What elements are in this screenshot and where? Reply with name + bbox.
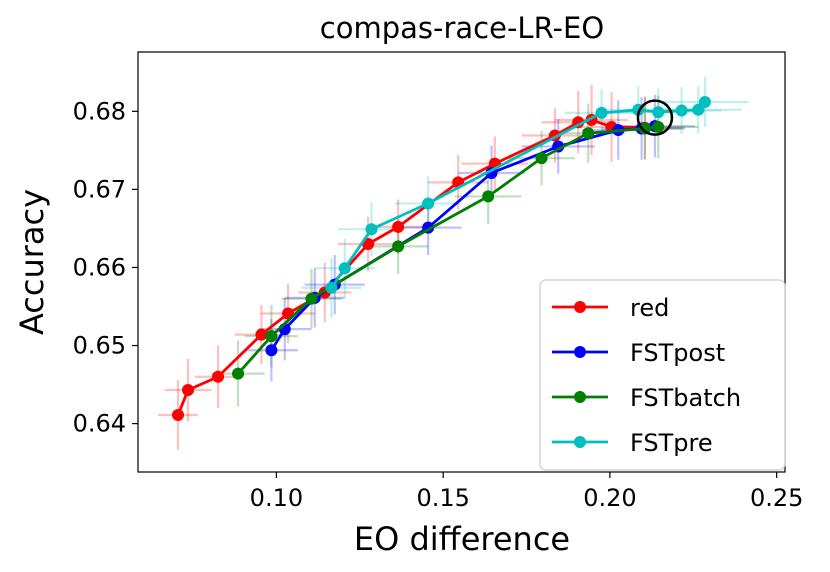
x-tick-label: 0.25 xyxy=(750,484,803,512)
data-point xyxy=(422,197,435,210)
data-point xyxy=(692,103,705,116)
y-tick-label: 0.68 xyxy=(73,97,126,125)
data-point xyxy=(365,223,378,236)
data-point xyxy=(338,262,351,275)
legend-marker xyxy=(574,436,586,448)
data-point xyxy=(305,292,318,305)
y-tick-label: 0.64 xyxy=(73,410,126,438)
data-point xyxy=(325,281,338,294)
data-point xyxy=(265,330,278,343)
data-point xyxy=(652,120,665,133)
legend-box xyxy=(539,279,786,471)
data-point xyxy=(582,127,595,140)
data-point xyxy=(652,106,665,119)
legend-label: FSTpre xyxy=(630,429,713,457)
data-point xyxy=(482,190,495,203)
legend-label: FSTbatch xyxy=(630,384,741,412)
data-point xyxy=(182,384,195,397)
legend-marker xyxy=(574,301,586,313)
data-point xyxy=(265,344,278,357)
axes-frame xyxy=(137,51,786,473)
y-axis-label: Accuracy xyxy=(13,189,51,335)
axis-ticks: 0.10 0.15 0.20 0.25 0.64 0.65 0.66 0.67 0.68 xyxy=(73,97,804,512)
chart-title: compas-race-LR-EO xyxy=(320,11,604,45)
y-tick-label: 0.65 xyxy=(73,332,126,360)
data-point xyxy=(698,95,711,108)
data-point xyxy=(362,238,375,251)
legend-entry-FSTbatch: FSTbatch xyxy=(552,384,741,412)
legend-entry-red: red xyxy=(552,294,669,322)
series-FSTbatch xyxy=(232,120,665,380)
legend-label: FSTpost xyxy=(630,339,725,367)
legend-label: red xyxy=(630,294,669,322)
legend-marker xyxy=(574,391,586,403)
data-point xyxy=(595,106,608,119)
data-point xyxy=(255,328,268,341)
data-point xyxy=(638,122,651,135)
y-tick-label: 0.67 xyxy=(73,175,126,203)
legend-entry-FSTpre: FSTpre xyxy=(552,429,713,457)
x-tick-label: 0.15 xyxy=(416,484,469,512)
data-point xyxy=(392,220,405,233)
legend-marker xyxy=(574,346,586,358)
highlight-circle xyxy=(636,99,674,136)
legend: red FSTpost FSTbatch FSTpre xyxy=(539,279,786,471)
series-FSTpre xyxy=(325,95,711,294)
data-point xyxy=(172,409,185,422)
data-point xyxy=(232,367,245,380)
plot-area xyxy=(158,76,749,451)
y-tick-label: 0.66 xyxy=(73,253,126,281)
data-point xyxy=(535,152,548,165)
data-point xyxy=(392,240,405,253)
x-tick-label: 0.10 xyxy=(250,484,303,512)
data-point xyxy=(675,104,688,117)
data-point xyxy=(212,370,225,383)
x-tick-label: 0.20 xyxy=(583,484,636,512)
legend-entry-FSTpost: FSTpost xyxy=(552,339,725,367)
x-axis-label: EO difference xyxy=(354,520,570,558)
series-line xyxy=(330,101,707,289)
